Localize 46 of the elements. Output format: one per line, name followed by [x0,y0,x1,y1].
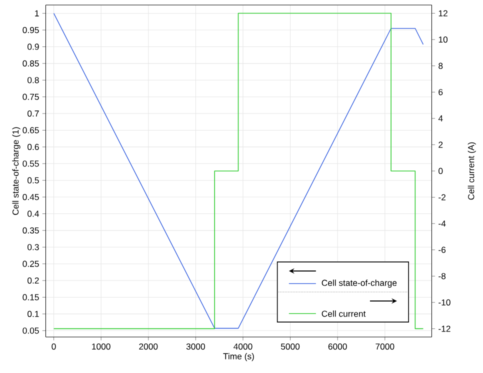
y-tick-label: 0.5 [28,177,39,184]
y2-tick-label: 0 [438,168,443,174]
y-tick-label: 0.65 [22,127,39,134]
x-tick-label: 0 [52,343,56,350]
y-tick-label: 0.05 [22,328,39,334]
y-tick-label: 0.2 [28,277,39,284]
y2-tick-label: 12 [438,10,448,16]
legend-label: Cell state-of-charge [322,280,397,288]
y2-tick-label: 8 [438,62,443,69]
y-tick-label: 0.3 [28,244,39,250]
y2-tick-label: -2 [438,194,446,200]
x-tick-label: 4000 [234,343,252,350]
y2-tick-label: 2 [438,142,443,148]
y-tick-label: 0.75 [22,94,39,100]
y2-tick-label: -8 [438,273,446,280]
y2-tick-label: -12 [438,326,450,332]
y2-axis-title: Cell current (A) [468,142,476,200]
x-tick-label: 3000 [186,343,205,350]
x-tick-label: 6000 [328,343,347,350]
legend-label: Cell current [322,310,366,317]
y-tick-label: 0.9 [28,44,39,50]
y2-tick-label: -10 [438,299,450,306]
x-tick-label: 7000 [376,343,394,350]
x-tick-label: 2000 [139,343,158,350]
y-tick-label: 1 [35,10,39,16]
y-tick-label: 0.95 [22,26,39,34]
y-tick-label: 0.15 [22,294,39,300]
y-tick-label: 0.7 [28,110,39,117]
y2-tick-label: -6 [438,246,446,253]
y-tick-label: 0.85 [22,60,39,67]
y-tick-label: 0.25 [22,260,39,267]
y-tick-label: 0.1 [28,310,39,318]
y-tick-label: 0.45 [22,194,39,200]
y2-tick-label: 6 [438,89,443,96]
x-tick-label: 5000 [281,343,300,350]
y2-tick-label: 10 [438,36,448,43]
y-axis-title: Cell state-of-charge (1) [12,127,20,215]
x-tick-label: 1000 [92,343,110,350]
x-axis-title: Time (s) [223,352,254,362]
y-tick-label: 0.4 [28,210,39,217]
y2-tick-label: -4 [438,220,446,227]
y2-tick-label: 4 [438,115,443,122]
y-tick-label: 0.6 [28,144,39,150]
y-tick-label: 0.55 [22,160,39,167]
y-tick-label: 0.35 [22,227,39,234]
y-tick-label: 0.8 [28,77,39,84]
